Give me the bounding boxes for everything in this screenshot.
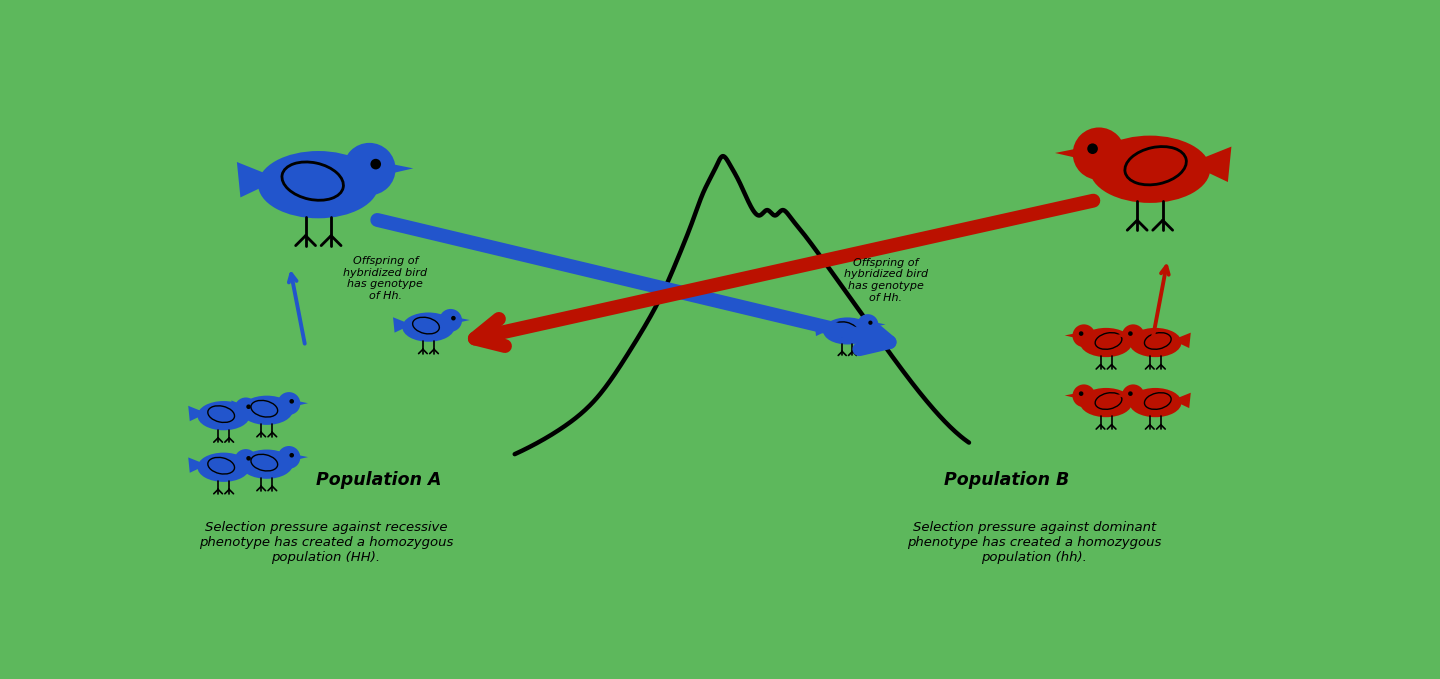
Text: Selection pressure against recessive
phenotype has created a homozygous
populati: Selection pressure against recessive phe… (199, 521, 454, 564)
Polygon shape (1172, 333, 1191, 348)
Circle shape (370, 159, 382, 170)
Polygon shape (1064, 333, 1076, 338)
Text: Population A: Population A (315, 471, 442, 489)
Text: Offspring of
hybridized bird
has genotype
of Hh.: Offspring of hybridized bird has genotyp… (343, 256, 428, 301)
Circle shape (1073, 128, 1125, 180)
Circle shape (246, 456, 251, 460)
Circle shape (1079, 391, 1083, 396)
Circle shape (1073, 325, 1096, 347)
Circle shape (1079, 331, 1083, 336)
Polygon shape (1123, 333, 1142, 348)
Circle shape (278, 446, 301, 469)
Polygon shape (297, 401, 308, 405)
Polygon shape (253, 407, 265, 411)
Circle shape (289, 453, 294, 458)
Text: Offspring of
hybridized bird
has genotype
of Hh.: Offspring of hybridized bird has genotyp… (844, 258, 927, 303)
Ellipse shape (824, 317, 871, 344)
Polygon shape (393, 317, 412, 333)
Circle shape (235, 449, 258, 472)
Polygon shape (1064, 393, 1076, 398)
Circle shape (451, 316, 455, 320)
Polygon shape (1123, 392, 1142, 408)
Text: Selection pressure against dominant
phenotype has created a homozygous
populatio: Selection pressure against dominant phen… (907, 521, 1162, 564)
Polygon shape (1115, 393, 1125, 398)
Polygon shape (189, 458, 207, 473)
Circle shape (857, 314, 878, 335)
Polygon shape (1115, 333, 1125, 338)
Polygon shape (389, 164, 413, 174)
Circle shape (1128, 331, 1133, 336)
Polygon shape (238, 162, 279, 198)
Circle shape (1087, 143, 1097, 154)
Polygon shape (459, 318, 469, 323)
Circle shape (1073, 384, 1096, 407)
Ellipse shape (197, 401, 249, 430)
Circle shape (1122, 384, 1145, 407)
Ellipse shape (258, 151, 379, 219)
Circle shape (289, 399, 294, 403)
Ellipse shape (1080, 388, 1132, 417)
Ellipse shape (402, 312, 455, 342)
Polygon shape (232, 401, 249, 416)
Polygon shape (189, 406, 207, 421)
Polygon shape (297, 455, 308, 460)
Circle shape (1128, 391, 1133, 396)
Circle shape (246, 405, 251, 409)
Polygon shape (1189, 147, 1231, 182)
Polygon shape (253, 458, 265, 462)
Ellipse shape (240, 396, 292, 425)
Polygon shape (232, 454, 249, 470)
Circle shape (343, 143, 396, 196)
Circle shape (235, 397, 258, 420)
Text: Population B: Population B (945, 471, 1070, 489)
Polygon shape (1172, 392, 1191, 408)
Ellipse shape (1080, 328, 1132, 357)
Polygon shape (815, 322, 832, 336)
Ellipse shape (1129, 388, 1181, 417)
Circle shape (868, 320, 873, 325)
Ellipse shape (1090, 136, 1210, 203)
Ellipse shape (1129, 328, 1181, 357)
Ellipse shape (240, 449, 292, 479)
Circle shape (439, 309, 462, 332)
Polygon shape (1056, 148, 1080, 159)
Ellipse shape (197, 453, 249, 482)
Circle shape (1122, 325, 1145, 347)
Circle shape (278, 392, 301, 415)
Polygon shape (876, 323, 886, 327)
